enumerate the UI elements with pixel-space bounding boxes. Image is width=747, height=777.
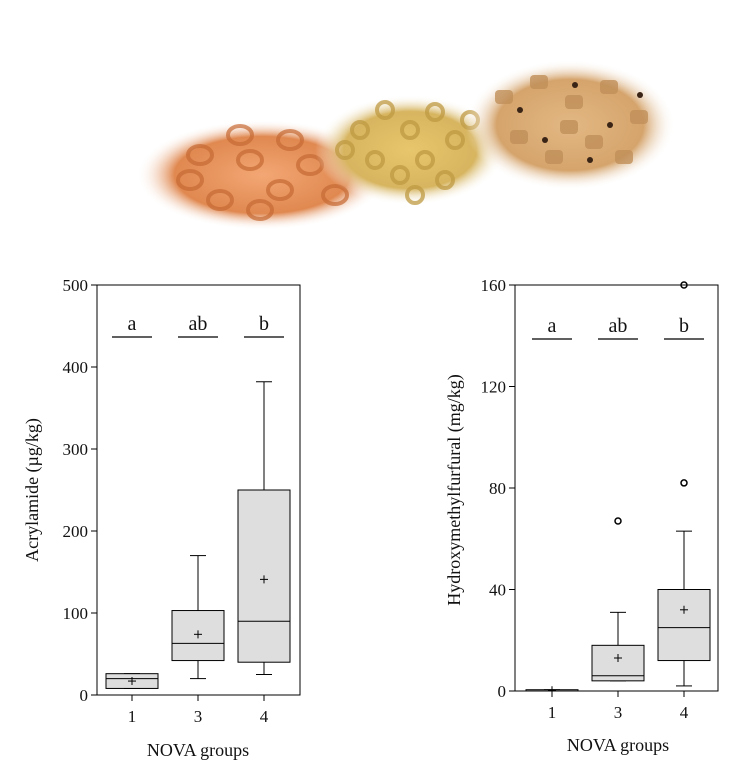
hmf-boxplot: Hydroxymethylfurfural (mg/kg) NOVA group… (444, 276, 719, 755)
y-tick-label: 100 (63, 604, 89, 623)
y-axis-title: Acrylamide (µg/kg) (22, 418, 43, 562)
y-tick-label: 0 (80, 686, 89, 705)
cereal-piles-photo (137, 60, 675, 230)
significance-letter: ab (609, 315, 628, 337)
y-ticks: 0 40 80 120 160 (481, 276, 515, 701)
boxes (525, 281, 711, 695)
significance-letter: a (128, 313, 137, 335)
y-tick-label: 120 (481, 378, 507, 397)
significance-letter: b (259, 313, 269, 335)
x-tick-label: 1 (128, 707, 137, 726)
x-tick-label: 1 (548, 703, 557, 722)
x-tick-label: 4 (260, 707, 269, 726)
granola-cereal-pile (465, 60, 675, 190)
significance-letter: a (548, 315, 557, 337)
y-tick-label: 0 (498, 682, 507, 701)
y-tick-label: 160 (481, 276, 507, 295)
x-ticks: 1 3 4 (128, 695, 269, 726)
y-tick-label: 300 (63, 440, 89, 459)
significance-letter: b (679, 315, 689, 337)
x-tick-label: 3 (614, 703, 623, 722)
y-tick-label: 200 (63, 522, 89, 541)
y-axis-title: Hydroxymethylfurfural (mg/kg) (444, 374, 465, 605)
significance-letters: a ab b (532, 315, 704, 340)
y-tick-label: 500 (63, 276, 89, 295)
y-tick-label: 80 (489, 479, 506, 498)
box-iqr (591, 644, 645, 682)
box-iqr (657, 589, 711, 662)
boxes (105, 381, 291, 689)
acrylamide-boxplot: Acrylamide (µg/kg) NOVA groups 010020030… (22, 276, 301, 760)
significance-letters: a ab b (112, 313, 284, 338)
outlier-point (614, 517, 622, 525)
outlier-point (680, 479, 688, 487)
x-axis-title: NOVA groups (567, 735, 669, 755)
y-tick-label: 400 (63, 358, 89, 377)
outlier-point (680, 281, 688, 289)
x-tick-label: 3 (194, 707, 203, 726)
y-ticks: 0 100 200 300 400 500 (63, 276, 97, 705)
x-axis-title: NOVA groups (147, 740, 249, 760)
x-tick-label: 4 (680, 703, 689, 722)
ring-cereal-pile (315, 95, 505, 205)
y-tick-label: 40 (489, 581, 506, 600)
significance-letter: ab (189, 313, 208, 335)
x-ticks: 1 3 4 (548, 691, 689, 722)
